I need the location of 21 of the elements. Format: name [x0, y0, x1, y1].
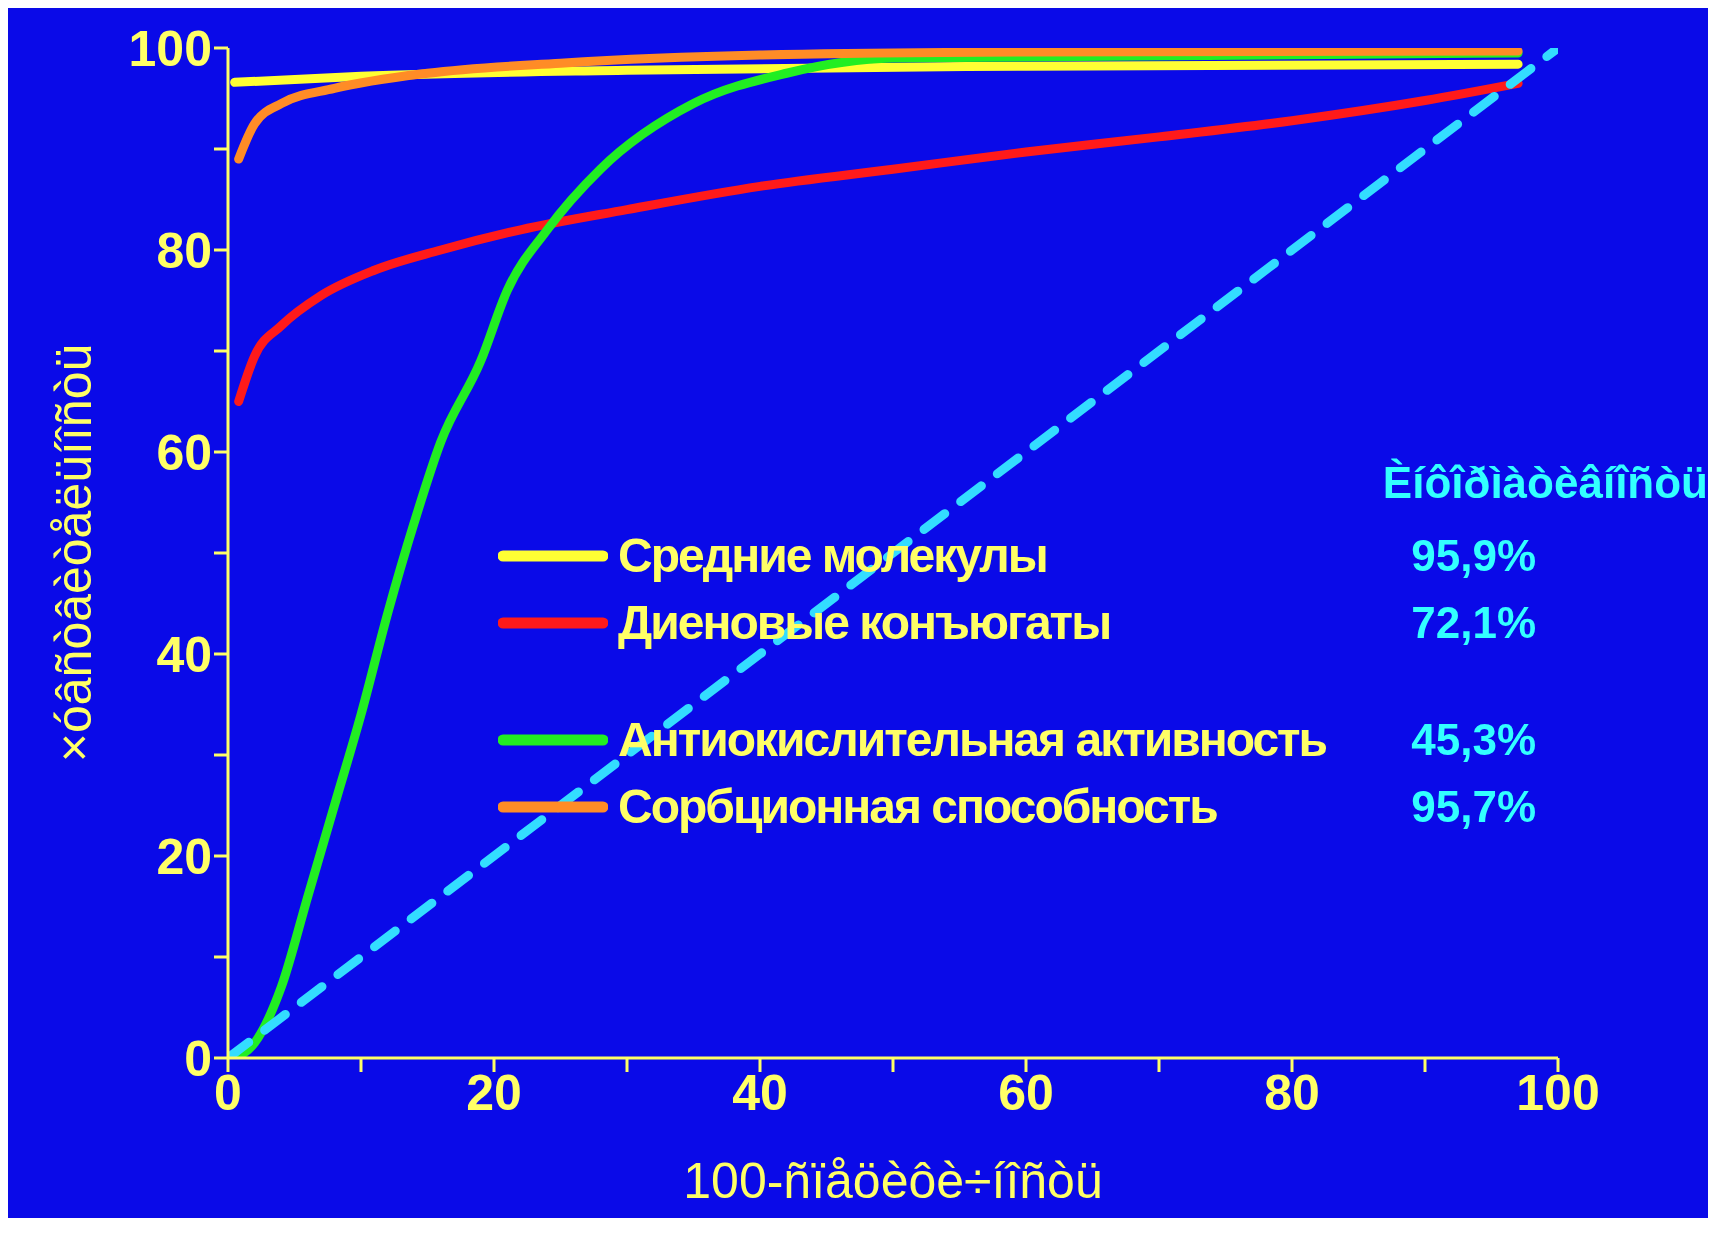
legend-label: Сорбционная способность	[618, 779, 1218, 834]
y-tick-label: 80	[156, 222, 212, 279]
y-tick-label: 20	[156, 828, 212, 885]
x-tick-label: 100	[1516, 1064, 1600, 1121]
legend-label: Диеновые конъюгаты	[618, 595, 1112, 650]
y-tick-label: 60	[156, 424, 212, 481]
y-axis-title: ×óâñòâèòåëüíîñòü	[45, 343, 102, 763]
legend-label: Средние молекулы	[618, 528, 1048, 583]
annotation: Èíôîðìàòèâíîñòü	[1382, 458, 1708, 508]
y-tick-label: 40	[156, 626, 212, 683]
x-axis-title: 100-ñïåöèôè÷íîñòü	[683, 1153, 1103, 1209]
annotation: 45,3%	[1410, 714, 1537, 765]
x-tick-label: 80	[1264, 1064, 1320, 1121]
legend-label: Антиокислительная активность	[618, 712, 1327, 767]
annotation: 95,7%	[1410, 781, 1537, 832]
annotation: 72,1%	[1410, 597, 1537, 648]
x-tick-label: 40	[732, 1064, 788, 1121]
x-tick-label: 60	[998, 1064, 1054, 1121]
x-tick-label: 20	[466, 1064, 522, 1121]
annotation: 95,9%	[1410, 530, 1537, 581]
y-tick-label: 100	[128, 20, 212, 77]
